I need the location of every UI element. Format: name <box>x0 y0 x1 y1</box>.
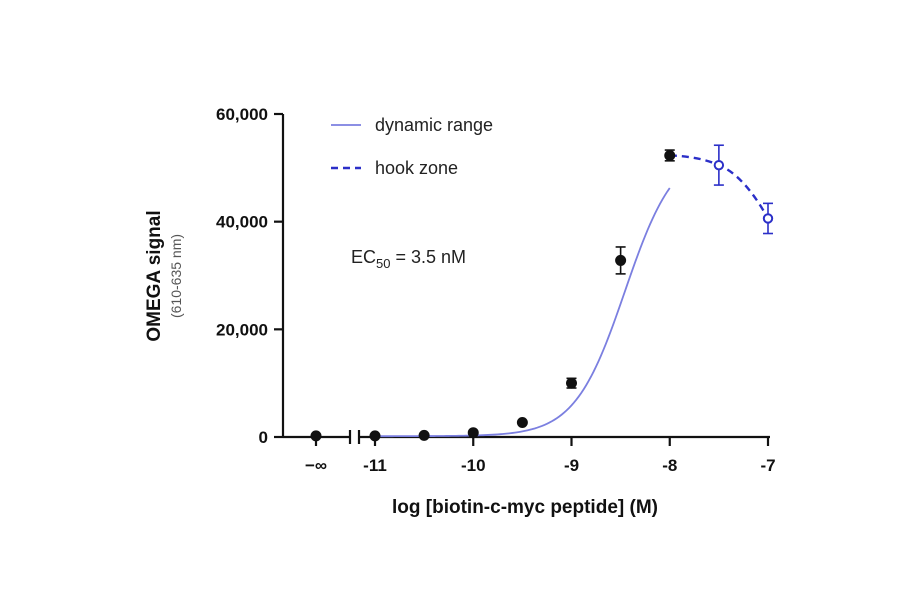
y-axis-title: OMEGA signal <box>144 210 165 341</box>
y-tick-label: 40,000 <box>216 213 268 232</box>
ec50-suffix: = 3.5 nM <box>390 247 466 267</box>
x-tick-label: −∞ <box>305 456 327 475</box>
data-point-dynamic-range <box>418 429 430 441</box>
x-tick-label: -7 <box>760 456 775 475</box>
x-tick-label: -9 <box>564 456 579 475</box>
data-point-dynamic-range <box>467 427 479 439</box>
data-point-hook-zone <box>762 213 774 224</box>
ec50-annotation: EC50 = 3.5 nM <box>351 247 466 271</box>
y-ticks: 0 20,000 40,000 60,000 <box>216 105 283 447</box>
legend-label-hook-zone: hook zone <box>375 158 458 178</box>
fit-curve-dynamic-range <box>375 187 671 438</box>
data-point-hook-zone <box>713 159 725 171</box>
y-axis-subtitle: (610-635 nm) <box>168 234 184 318</box>
legend: dynamic range hook zone <box>331 115 493 178</box>
data-point-dynamic-range <box>664 149 676 161</box>
data-point-dynamic-range <box>615 254 627 266</box>
x-tick-label: -10 <box>461 456 486 475</box>
data-point-dynamic-range <box>516 416 528 428</box>
y-tick-label: 20,000 <box>216 320 268 339</box>
x-axis-title: log [biotin-c-myc peptide] (M) <box>392 497 658 518</box>
y-tick-label: 60,000 <box>216 105 268 124</box>
x-tick-label: -11 <box>363 456 387 475</box>
axes <box>281 114 770 444</box>
data-point-dynamic-range <box>310 430 322 442</box>
x-ticks: −∞ -11 -10 -9 -8 -7 <box>305 437 776 475</box>
data-point-dynamic-range <box>566 377 577 389</box>
data-point-dynamic-range <box>369 430 381 442</box>
legend-label-dynamic-range: dynamic range <box>375 115 493 135</box>
data-points <box>310 144 774 442</box>
ec50-prefix: EC <box>351 247 376 267</box>
y-tick-label: 0 <box>259 428 268 447</box>
x-tick-label: -8 <box>662 456 677 475</box>
ec50-subscript: 50 <box>376 256 390 271</box>
